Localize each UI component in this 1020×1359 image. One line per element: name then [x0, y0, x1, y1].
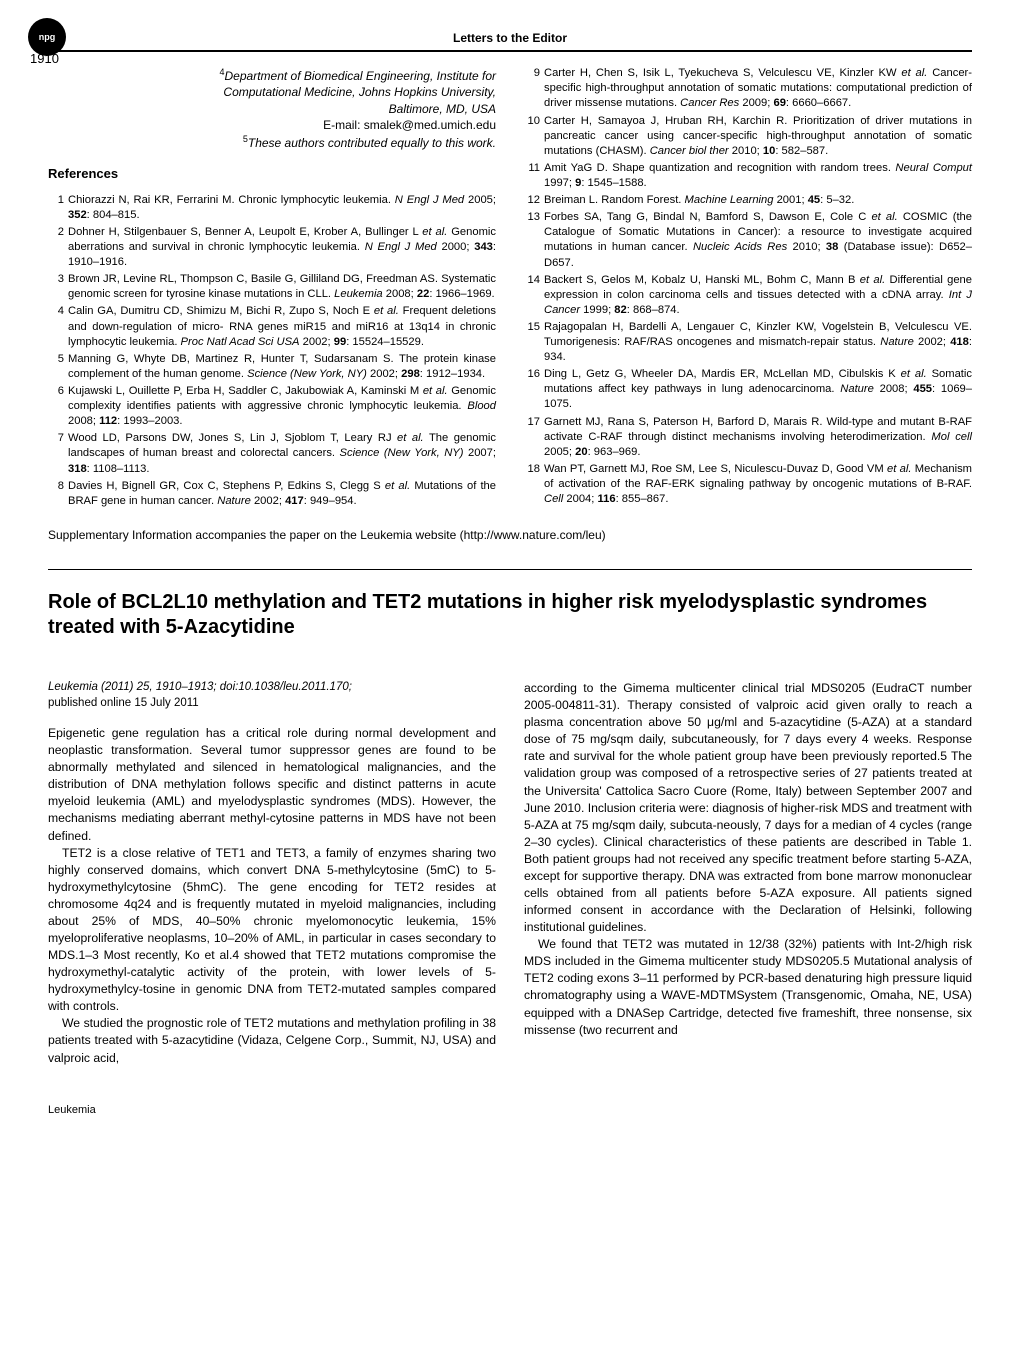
email-value: smalek@med.umich.edu [364, 118, 496, 132]
supplementary-note: Supplementary Information accompanies th… [48, 527, 972, 543]
references-list-left: Chiorazzi N, Rai KR, Ferrarini M. Chroni… [48, 193, 496, 509]
email-label: E-mail: [323, 118, 364, 132]
reference-item: Carter H, Samayoa J, Hruban RH, Karchin … [524, 114, 972, 159]
reference-item: Brown JR, Levine RL, Thompson C, Basile … [48, 272, 496, 302]
pub-info: Leukemia (2011) 25, 1910–1913; doi:10.10… [48, 680, 496, 711]
affiliation-block: 4Department of Biomedical Engineering, I… [48, 66, 496, 151]
reference-item: Ding L, Getz G, Wheeler DA, Mardis ER, M… [524, 367, 972, 412]
reference-item: Chiorazzi N, Rai KR, Ferrarini M. Chroni… [48, 193, 496, 223]
reference-item: Wood LD, Parsons DW, Jones S, Lin J, Sjo… [48, 431, 496, 476]
reference-item: Carter H, Chen S, Isik L, Tyekucheva S, … [524, 66, 972, 111]
affil-line2: Computational Medicine, Johns Hopkins Un… [223, 85, 496, 99]
right-paragraphs: according to the Gimema multicenter clin… [524, 680, 972, 1039]
body-paragraph: according to the Gimema multicenter clin… [524, 680, 972, 936]
affil-note: These authors contributed equally to thi… [248, 136, 496, 150]
reference-item: Dohner H, Stilgenbauer S, Benner A, Leup… [48, 225, 496, 270]
affil-line1: Department of Biomedical Engineering, In… [225, 69, 496, 83]
reference-item: Rajagopalan H, Bardelli A, Lengauer C, K… [524, 320, 972, 365]
article-left-column: Leukemia (2011) 25, 1910–1913; doi:10.10… [48, 680, 496, 1067]
body-paragraph: We found that TET2 was mutated in 12/38 … [524, 936, 972, 1038]
left-paragraphs: Epigenetic gene regulation has a critica… [48, 725, 496, 1067]
top-two-column: 4Department of Biomedical Engineering, I… [48, 66, 972, 511]
reference-item: Manning G, Whyte DB, Martinez R, Hunter … [48, 352, 496, 382]
affil-line3: Baltimore, MD, USA [389, 102, 496, 116]
article-two-column: Leukemia (2011) 25, 1910–1913; doi:10.10… [48, 680, 972, 1067]
separator-rule [48, 569, 972, 570]
article-right-column: according to the Gimema multicenter clin… [524, 680, 972, 1067]
reference-item: Forbes SA, Tang G, Bindal N, Bamford S, … [524, 210, 972, 270]
page-number: 1910 [30, 50, 59, 68]
right-column-top: Carter H, Chen S, Isik L, Tyekucheva S, … [524, 66, 972, 511]
reference-item: Garnett MJ, Rana S, Paterson H, Barford … [524, 415, 972, 460]
reference-item: Breiman L. Random Forest. Machine Learni… [524, 193, 972, 208]
pub-line1: Leukemia (2011) 25, 1910–1913; doi:10.10… [48, 681, 352, 693]
body-paragraph: We studied the prognostic role of TET2 m… [48, 1015, 496, 1066]
reference-item: Calin GA, Dumitru CD, Shimizu M, Bichi R… [48, 304, 496, 349]
article-title: Role of BCL2L10 methylation and TET2 mut… [48, 590, 972, 640]
references-heading: References [48, 165, 496, 183]
pub-line2: published online 15 July 2011 [48, 697, 199, 709]
body-paragraph: TET2 is a close relative of TET1 and TET… [48, 845, 496, 1016]
reference-item: Backert S, Gelos M, Kobalz U, Hanski ML,… [524, 273, 972, 318]
reference-item: Amit YaG D. Shape quantization and recog… [524, 161, 972, 191]
footer-journal: Leukemia [48, 1103, 972, 1118]
reference-item: Kujawski L, Ouillette P, Erba H, Saddler… [48, 384, 496, 429]
body-paragraph: Epigenetic gene regulation has a critica… [48, 725, 496, 845]
header-rule [48, 50, 972, 52]
running-title: Letters to the Editor [48, 30, 972, 46]
reference-item: Davies H, Bignell GR, Cox C, Stephens P,… [48, 479, 496, 509]
reference-item: Wan PT, Garnett MJ, Roe SM, Lee S, Nicul… [524, 462, 972, 507]
references-list-right: Carter H, Chen S, Isik L, Tyekucheva S, … [524, 66, 972, 507]
left-column-top: 4Department of Biomedical Engineering, I… [48, 66, 496, 511]
